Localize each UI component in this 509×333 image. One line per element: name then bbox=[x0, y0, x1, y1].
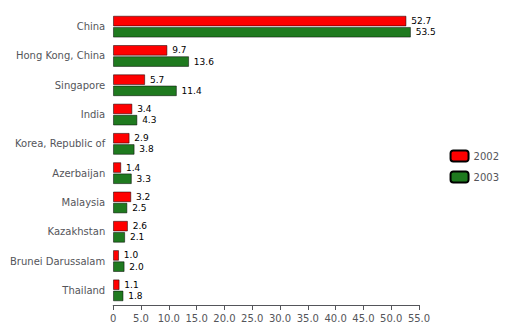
svg-text:35.0: 35.0 bbox=[297, 313, 319, 324]
svg-text:3.2: 3.2 bbox=[136, 192, 150, 202]
svg-text:3.3: 3.3 bbox=[137, 174, 151, 184]
svg-text:China: China bbox=[77, 21, 106, 32]
svg-text:Kazakhstan: Kazakhstan bbox=[48, 226, 106, 237]
svg-text:Hong Kong, China: Hong Kong, China bbox=[16, 50, 105, 61]
svg-text:5.0: 5.0 bbox=[133, 313, 149, 324]
svg-text:50.0: 50.0 bbox=[380, 313, 402, 324]
svg-text:20.0: 20.0 bbox=[213, 313, 235, 324]
svg-text:2.6: 2.6 bbox=[133, 221, 148, 231]
svg-text:2.5: 2.5 bbox=[132, 203, 146, 213]
svg-text:13.6: 13.6 bbox=[194, 57, 214, 67]
svg-text:2.9: 2.9 bbox=[134, 133, 149, 143]
svg-text:55.0: 55.0 bbox=[408, 313, 430, 324]
svg-text:9.7: 9.7 bbox=[172, 45, 186, 55]
svg-text:3.4: 3.4 bbox=[137, 104, 152, 114]
svg-text:1.0: 1.0 bbox=[124, 250, 139, 260]
svg-text:15.0: 15.0 bbox=[185, 313, 207, 324]
svg-text:30.0: 30.0 bbox=[269, 313, 291, 324]
svg-text:10.0: 10.0 bbox=[158, 313, 180, 324]
svg-text:4.3: 4.3 bbox=[142, 115, 156, 125]
svg-text:1.1: 1.1 bbox=[124, 280, 138, 290]
svg-text:2002: 2002 bbox=[474, 151, 499, 162]
svg-text:5.7: 5.7 bbox=[150, 75, 164, 85]
svg-text:India: India bbox=[81, 109, 106, 120]
svg-text:Singapore: Singapore bbox=[55, 80, 105, 91]
svg-text:11.4: 11.4 bbox=[182, 86, 202, 96]
svg-text:2003: 2003 bbox=[474, 172, 499, 183]
svg-text:25.0: 25.0 bbox=[241, 313, 263, 324]
svg-text:Brunei Darussalam: Brunei Darussalam bbox=[10, 256, 105, 267]
svg-text:Malaysia: Malaysia bbox=[62, 197, 106, 208]
svg-text:Thailand: Thailand bbox=[61, 285, 105, 296]
svg-text:3.8: 3.8 bbox=[139, 144, 154, 154]
svg-text:1.8: 1.8 bbox=[128, 291, 143, 301]
svg-text:0: 0 bbox=[110, 313, 116, 324]
svg-text:53.5: 53.5 bbox=[416, 27, 436, 37]
svg-text:52.7: 52.7 bbox=[411, 16, 431, 26]
svg-text:45.0: 45.0 bbox=[352, 313, 374, 324]
svg-text:2.0: 2.0 bbox=[129, 262, 144, 272]
svg-text:1.4: 1.4 bbox=[126, 163, 141, 173]
svg-text:40.0: 40.0 bbox=[324, 313, 346, 324]
svg-text:2.1: 2.1 bbox=[130, 232, 144, 242]
svg-text:Korea, Republic of: Korea, Republic of bbox=[15, 138, 106, 149]
svg-text:Azerbaijan: Azerbaijan bbox=[52, 168, 105, 179]
